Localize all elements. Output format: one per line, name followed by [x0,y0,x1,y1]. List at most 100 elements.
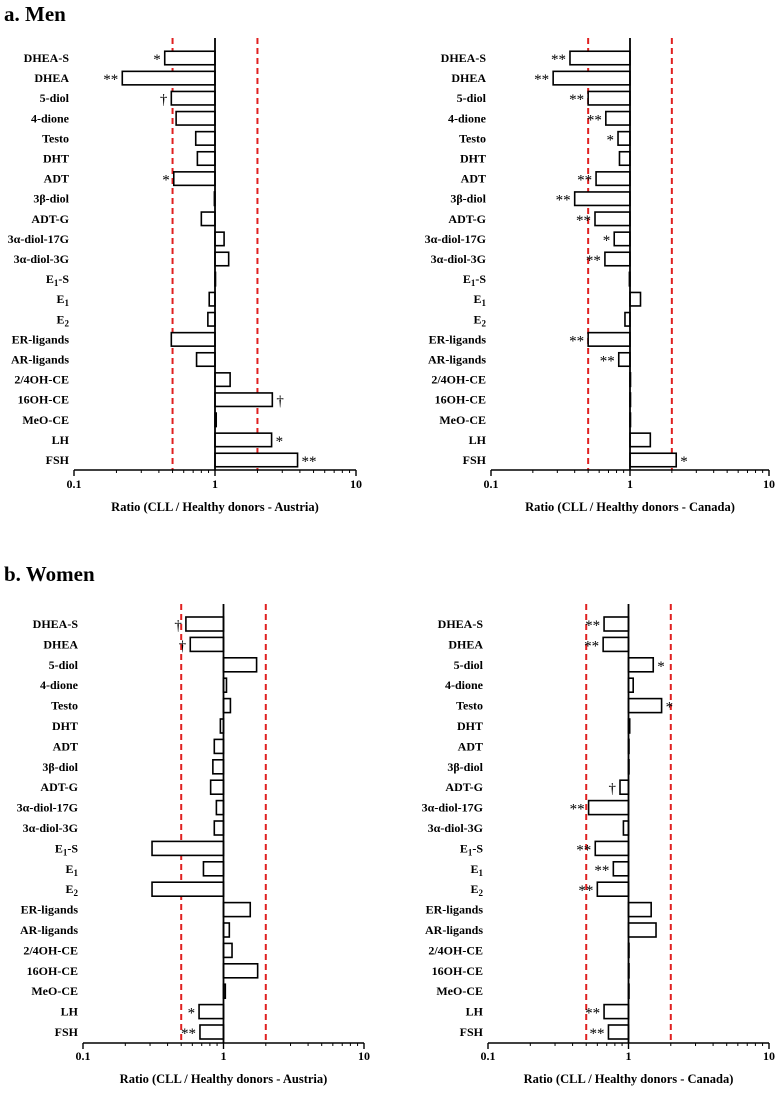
category-label: 3α-diol-17G [17,801,78,815]
category-label: AR-ligands [428,353,486,367]
significance-marker: ** [103,72,118,88]
category-label: E2 [473,312,486,328]
category-label: DHEA-S [441,51,487,65]
category-label: 3α-diol-17G [425,232,486,246]
category-label: 3β-diol [42,760,78,774]
bar [627,901,652,918]
category-label: ADT-G [448,212,486,226]
category-label: E2 [56,312,69,328]
category-label: 5-diol [454,658,484,672]
category-label: 3α-diol-3G [428,821,483,835]
significance-marker: † [276,394,284,410]
bar [603,1003,630,1020]
significance-marker: * [607,132,615,148]
category-label: E1-S [463,272,487,288]
category-label: 4-dione [31,111,70,125]
significance-marker: * [153,52,161,68]
significance-marker: ** [570,802,585,818]
category-label: FSH [460,1025,484,1039]
category-label: LH [466,1005,484,1019]
bar [587,799,630,816]
x-tick-label: 0.1 [76,1049,91,1063]
category-label: Testo [51,699,78,713]
category-label: Testo [456,699,483,713]
x-axis-title: Ratio (CLL / Healthy donors - Austria) [120,1072,328,1086]
x-axis-title: Ratio (CLL / Healthy donors - Austria) [111,500,319,514]
category-label: 2/4OH-CE [14,373,69,387]
section-title-women: b. Women [4,562,95,586]
category-label: DHT [460,152,486,166]
category-label: DHT [457,719,483,733]
x-tick-label: 0.1 [67,477,82,491]
significance-marker: ** [586,253,601,269]
x-tick-label: 1 [221,1049,227,1063]
significance-marker: ** [585,618,600,634]
category-label: LH [469,433,487,447]
significance-marker: ** [576,842,591,858]
category-label: Testo [459,131,486,145]
category-label: 3β-diol [33,192,69,206]
category-label: DHEA-S [24,51,70,65]
significance-marker: * [657,659,665,675]
category-label: 16OH-CE [18,393,69,407]
category-label: E1 [56,292,69,308]
significance-marker: * [276,434,284,450]
category-label: DHEA [448,637,483,651]
category-label: 3α-diol-3G [14,252,69,266]
x-tick-label: 10 [358,1049,370,1063]
significance-marker: * [666,700,674,716]
category-label: AR-ligands [11,353,69,367]
category-label: 4-dione [40,678,79,692]
category-label: DHT [52,719,78,733]
category-label: AR-ligands [20,923,78,937]
significance-marker: ** [594,863,609,879]
significance-marker: ** [584,638,599,654]
category-label: DHEA [34,71,69,85]
significance-marker: ** [578,883,593,899]
bar [619,779,630,796]
category-label: 5-diol [49,658,79,672]
category-label: 4-dione [448,111,487,125]
significance-marker: * [603,233,611,249]
category-label: MeO-CE [439,413,486,427]
bar [627,656,655,673]
x-axis-title: Ratio (CLL / Healthy donors - Canada) [524,1072,734,1086]
category-label: 3α-diol-3G [23,821,78,835]
x-tick-label: 1 [212,477,218,491]
category-label: DHEA-S [438,617,484,631]
x-tick-label: 10 [350,477,362,491]
significance-marker: † [609,781,617,797]
category-label: DHEA [43,637,78,651]
significance-marker: * [680,454,688,470]
section-title-men: a. Men [4,2,66,26]
category-label: 2/4OH-CE [23,943,78,957]
significance-marker: ** [534,72,549,88]
category-label: 2/4OH-CE [428,943,483,957]
category-label: 3β-diol [450,192,486,206]
significance-marker: ** [569,92,584,108]
category-label: E1 [470,862,483,878]
category-label: E1 [65,862,78,878]
category-label: MeO-CE [22,413,69,427]
bar [627,697,663,714]
significance-marker: † [179,638,187,654]
significance-marker: ** [589,1026,604,1042]
significance-marker: ** [600,354,615,370]
x-tick-label: 0.1 [481,1049,496,1063]
significance-marker: * [188,1006,196,1022]
category-label: ER-ligands [12,332,70,346]
x-tick-label: 10 [763,1049,775,1063]
category-label: 5-diol [457,91,487,105]
category-label: DHT [43,152,69,166]
category-label: LH [61,1005,79,1019]
significance-marker: † [174,618,182,634]
category-label: 2/4OH-CE [431,373,486,387]
significance-marker: ** [585,1006,600,1022]
category-label: ER-ligands [426,903,484,917]
category-label: ADT [458,739,483,753]
category-label: 16OH-CE [435,393,486,407]
bar [596,881,630,898]
